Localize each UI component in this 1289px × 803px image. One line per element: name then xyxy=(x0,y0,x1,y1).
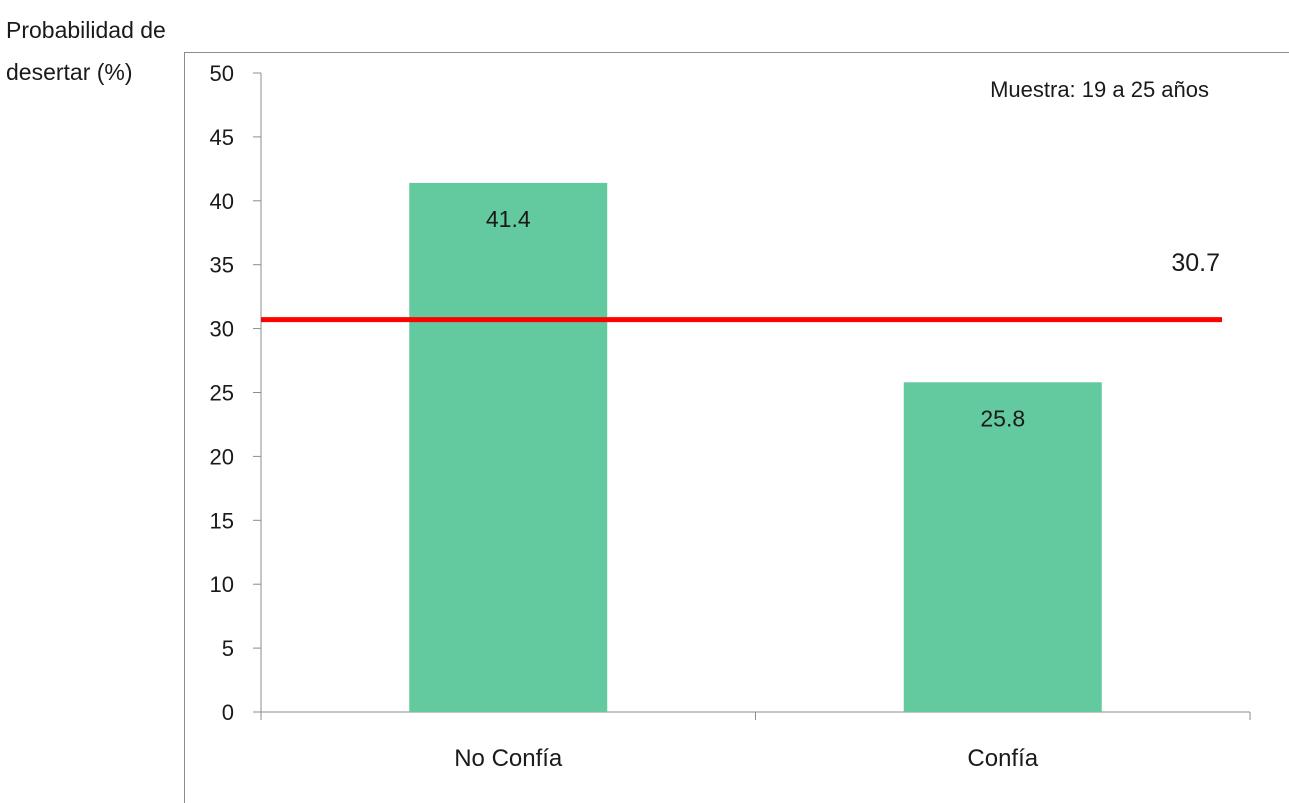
y-tick-label: 0 xyxy=(222,700,234,725)
bar-value-label: 25.8 xyxy=(980,405,1025,431)
y-axis-title-line-2: desertar (%) xyxy=(6,59,133,85)
y-tick-label: 10 xyxy=(210,572,234,597)
y-tick-label: 20 xyxy=(210,444,234,469)
x-category-label: No Confía xyxy=(454,745,563,772)
y-tick-label: 45 xyxy=(210,125,234,150)
plot-area: 0 5 10 15 20 25 30 35 40 45 50 41.4 No Confía 25.8 Con… xyxy=(210,61,1251,772)
bar xyxy=(409,182,608,712)
chart-frame xyxy=(184,52,1289,803)
reference-line-label: 30.7 xyxy=(1171,249,1220,277)
bar-value-label: 41.4 xyxy=(486,206,531,232)
bar xyxy=(903,382,1102,712)
y-tick-label: 50 xyxy=(210,61,234,86)
y-tick-label: 15 xyxy=(210,508,234,533)
sample-annotation: Muestra: 19 a 25 años xyxy=(990,77,1209,102)
x-category-label: Confía xyxy=(967,745,1038,772)
y-tick-label: 35 xyxy=(210,253,234,278)
y-tick-label: 25 xyxy=(210,381,234,406)
y-tick-label: 5 xyxy=(222,636,234,661)
y-axis-title-line-1: Probabilidad de xyxy=(6,17,166,43)
y-tick-label: 30 xyxy=(210,317,234,342)
y-tick-label: 40 xyxy=(210,189,234,214)
